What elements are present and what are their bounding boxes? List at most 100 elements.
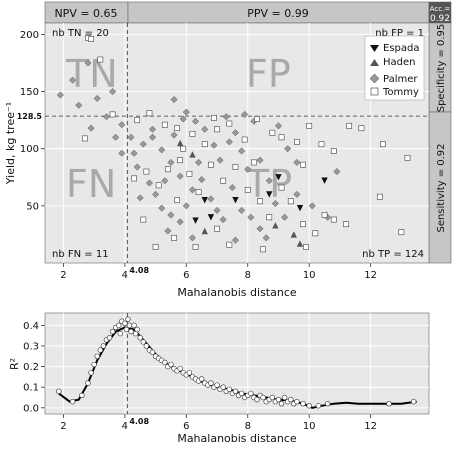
point-palmer	[56, 91, 64, 99]
r2-point	[134, 326, 140, 333]
point-tommy	[180, 145, 187, 152]
point-palmer	[213, 206, 221, 214]
point-espada	[266, 191, 273, 198]
point-palmer	[198, 176, 206, 184]
r2-point	[260, 394, 266, 401]
point-tommy	[278, 184, 285, 191]
point-palmer	[158, 204, 166, 212]
ppv-label: PPV = 0.99	[247, 7, 309, 20]
point-tommy	[404, 154, 411, 161]
r2-point	[232, 388, 239, 395]
point-palmer	[167, 211, 175, 219]
r2-point	[269, 394, 276, 401]
r2-point	[300, 400, 306, 407]
point-tommy	[220, 177, 227, 184]
r2-point	[128, 328, 134, 335]
point-haden	[189, 151, 196, 158]
point-tommy	[164, 166, 171, 173]
r2-point	[137, 335, 143, 341]
top-y-tick-label: 100	[20, 144, 39, 155]
point-tommy	[232, 164, 239, 170]
bottom-y-tick-label: 0.1	[23, 383, 39, 394]
r2-point	[91, 361, 97, 368]
point-tommy	[300, 161, 306, 168]
point-palmer	[139, 140, 147, 148]
point-espada	[192, 217, 199, 224]
point-palmer	[201, 125, 209, 133]
point-tommy	[143, 168, 150, 175]
point-palmer	[284, 145, 292, 153]
point-palmer	[238, 147, 246, 155]
point-tommy	[312, 230, 319, 237]
point-tommy	[330, 216, 337, 223]
point-palmer	[176, 172, 184, 180]
point-tommy	[300, 221, 306, 228]
legend-marker-haden	[370, 59, 379, 66]
count-tn: nb TN = 20	[52, 28, 109, 39]
top-x-tick-label: 12	[364, 270, 377, 281]
point-palmer	[179, 115, 187, 123]
point-tommy	[189, 130, 196, 137]
r2-point	[214, 382, 220, 388]
point-tommy	[177, 157, 184, 164]
bottom-y-tick-label: 0.3	[23, 341, 39, 352]
point-palmer	[256, 156, 264, 164]
acc-label: Acc.=	[430, 5, 451, 13]
point-palmer	[207, 195, 215, 203]
point-tommy	[214, 126, 220, 133]
point-tommy	[241, 136, 248, 143]
point-palmer	[109, 88, 117, 96]
bottom-axes: 2 4 6 8 10 12 0.0 0.1 0.2 0.3 0.4 4.08	[23, 321, 377, 432]
point-tommy	[186, 170, 193, 177]
point-tommy	[134, 117, 141, 124]
r2-point	[88, 370, 94, 376]
point-palmer	[231, 129, 240, 137]
point-espada	[321, 177, 328, 184]
point-tommy	[226, 241, 233, 248]
point-tommy	[250, 159, 257, 166]
point-haden	[290, 231, 298, 238]
point-palmer	[228, 184, 236, 192]
point-palmer	[118, 149, 126, 157]
point-palmer	[158, 146, 166, 154]
legend-marker-palmer	[369, 73, 380, 84]
point-tommy	[346, 122, 353, 129]
point-palmer	[281, 213, 289, 221]
bottom-y-tick-label: 0.2	[23, 362, 39, 373]
point-palmer	[130, 149, 138, 157]
bottom-y-axis-label: R²	[8, 358, 21, 370]
point-tommy	[207, 161, 214, 168]
point-palmer	[188, 234, 197, 242]
point-tommy	[88, 36, 94, 42]
point-tommy	[131, 175, 137, 182]
point-tommy	[171, 234, 177, 241]
point-palmer	[231, 236, 240, 244]
r2-point	[125, 316, 131, 322]
point-palmer	[333, 168, 341, 176]
point-palmer	[222, 113, 230, 121]
r2-point	[281, 394, 288, 401]
point-tommy	[303, 244, 310, 250]
bottom-x-tick-label: 12	[364, 421, 377, 432]
r2-point	[123, 326, 130, 333]
threshold-y-label: 128.5	[17, 112, 43, 121]
point-tommy	[278, 134, 285, 141]
point-espada	[232, 196, 239, 204]
count-fp: nb FP = 1	[375, 28, 424, 39]
r2-point	[410, 398, 417, 405]
r2-point	[177, 365, 183, 372]
point-palmer	[161, 177, 169, 185]
r2-point	[116, 322, 122, 329]
top-x-tick-label: 6	[183, 270, 189, 281]
point-espada	[296, 204, 304, 212]
point-palmer	[148, 125, 157, 133]
bottom-x-axis-label: Mahalanobis distance	[177, 432, 297, 445]
point-palmer	[75, 101, 83, 109]
bottom-x-tick-label: 4	[122, 421, 128, 432]
point-tommy	[321, 212, 328, 218]
point-palmer	[188, 186, 197, 194]
point-tommy	[269, 129, 276, 136]
bottom-x-tick-label: 2	[60, 421, 66, 432]
point-palmer	[127, 133, 135, 141]
